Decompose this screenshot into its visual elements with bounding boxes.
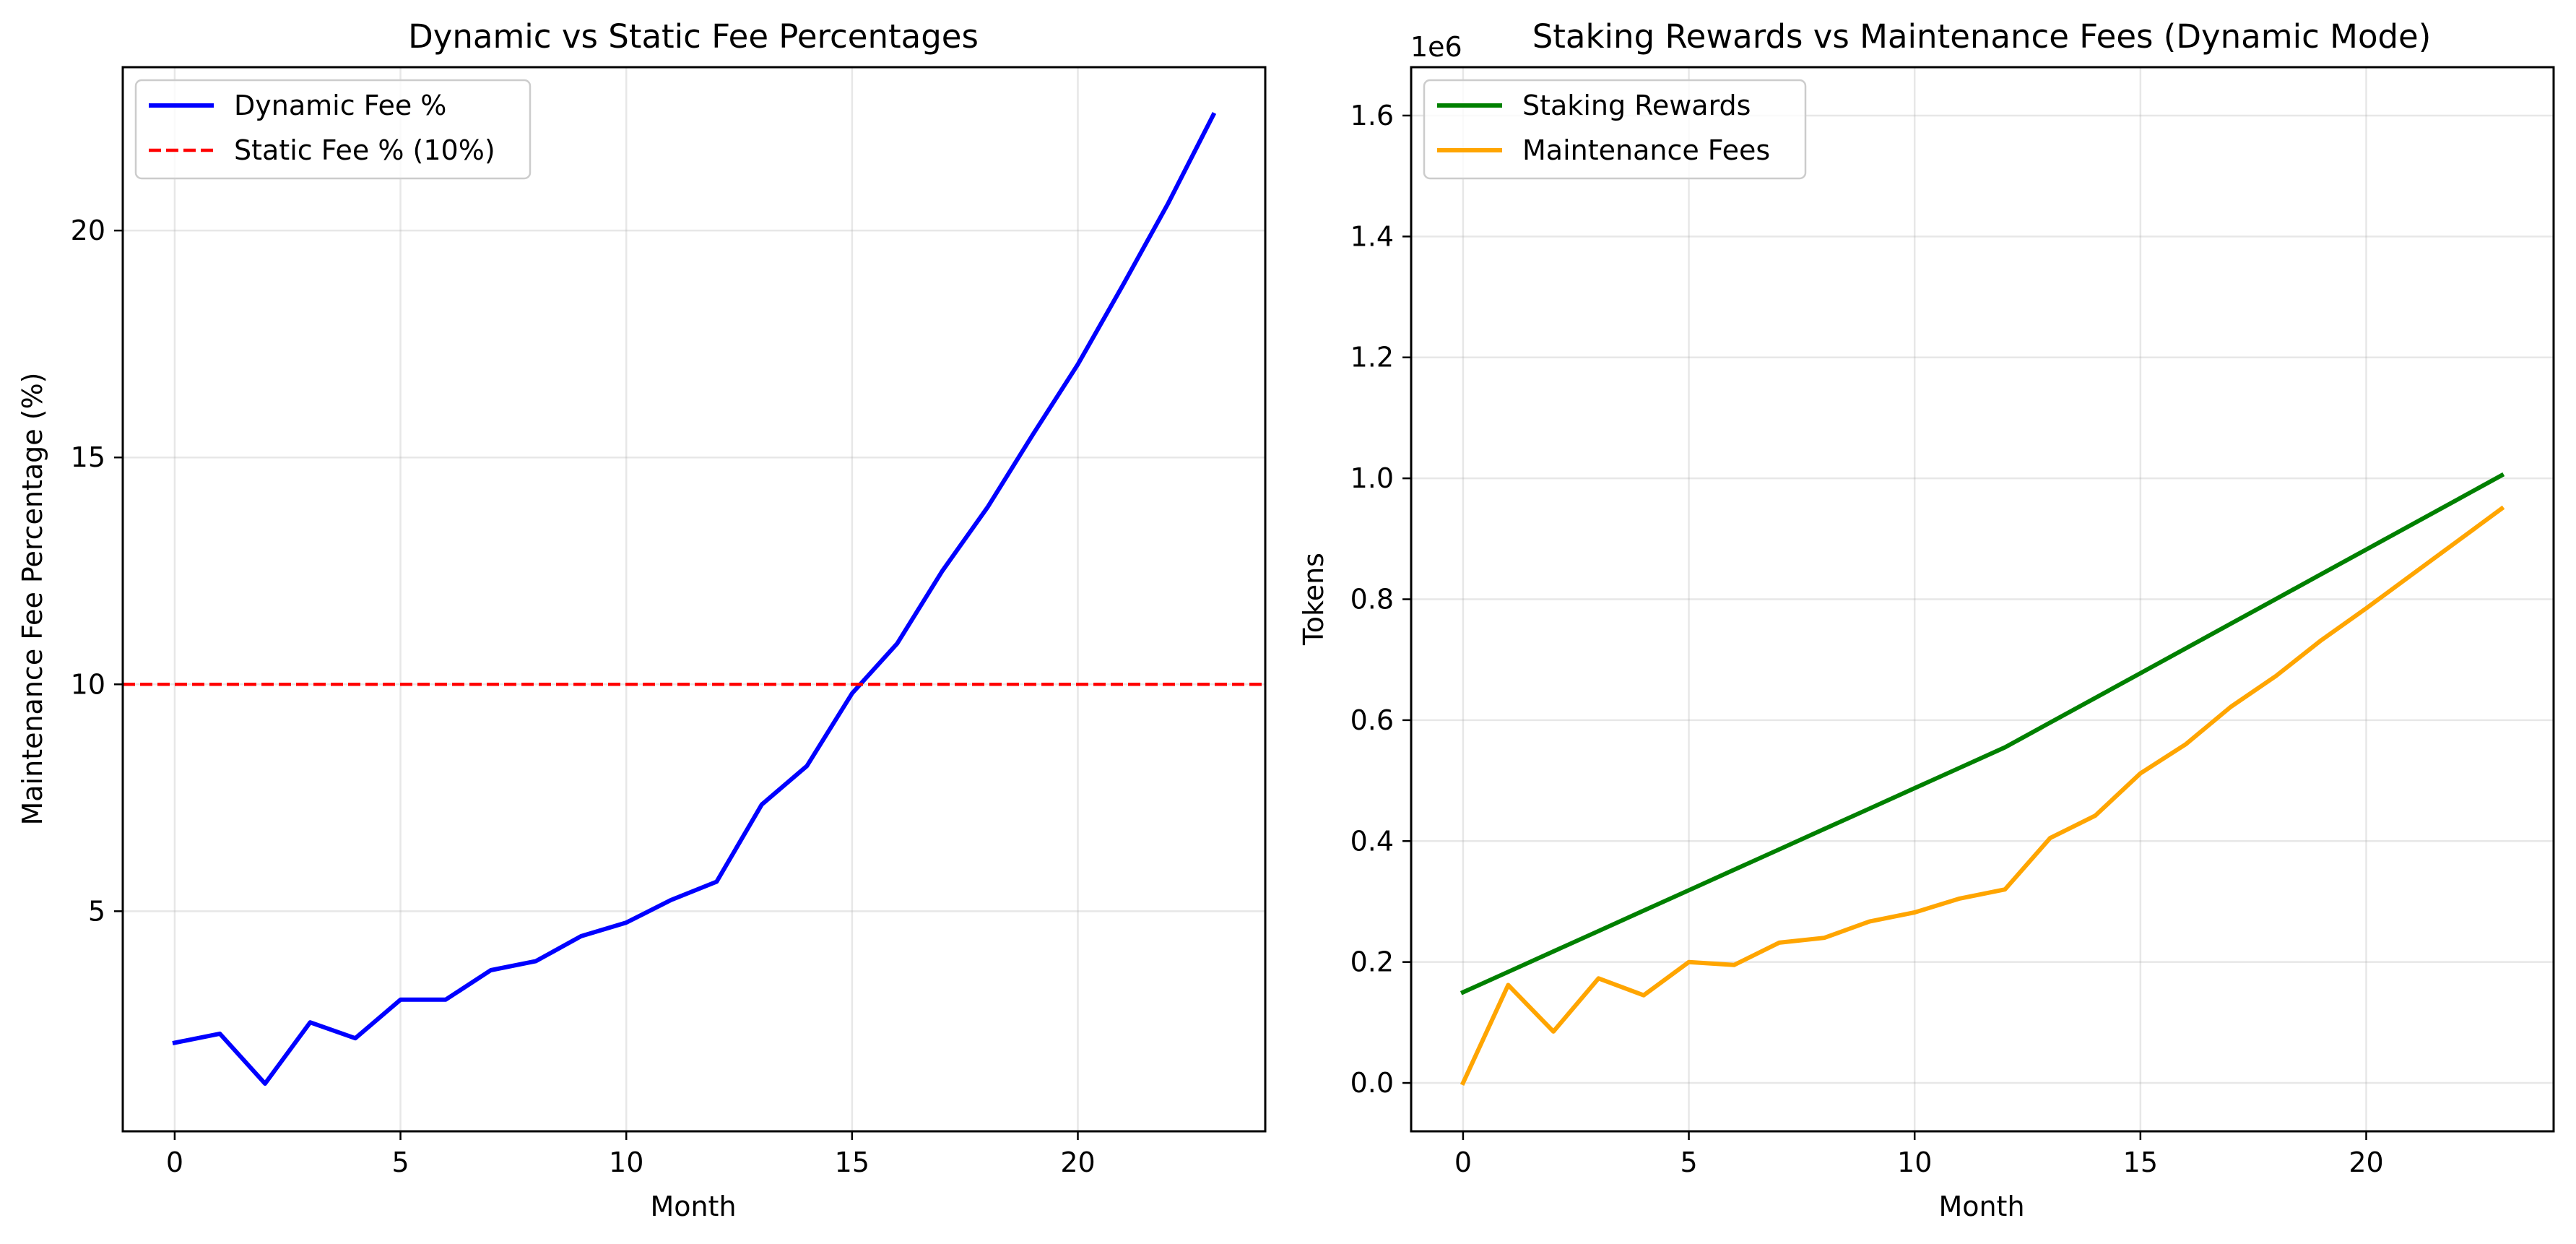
right-series-maintenance-fees-line xyxy=(1460,505,2505,1086)
right-y-tick-label: 0.8 xyxy=(1350,584,1394,615)
left-x-tick-label: 10 xyxy=(609,1146,643,1178)
left-plot-frame xyxy=(121,66,1267,1133)
left-x-tick-label: 15 xyxy=(835,1146,869,1178)
right-y-axis-label: Tokens xyxy=(1298,553,1330,646)
right-legend-box xyxy=(1423,79,1807,180)
right-y-tick-label: 0.6 xyxy=(1350,704,1394,736)
right-legend-label-maintenance: Maintenance Fees xyxy=(1522,134,1770,166)
right-legend: Staking Rewards Maintenance Fees xyxy=(1423,79,1807,180)
left-x-tick-label: 0 xyxy=(166,1146,183,1178)
right-legend-label-staking: Staking Rewards xyxy=(1522,90,1751,121)
right-x-tick-label: 5 xyxy=(1680,1146,1697,1178)
left-y-tick-label: 5 xyxy=(88,895,105,927)
right-y-tick-label: 0.2 xyxy=(1350,946,1394,978)
left-x-tick-label: 5 xyxy=(391,1146,409,1178)
left-y-axis-label: Maintenance Fee Percentage (%) xyxy=(17,372,48,825)
left-legend: Dynamic Fee % Static Fee % (10%) xyxy=(134,79,532,180)
left-chart-title: Dynamic vs Static Fee Percentages xyxy=(408,17,979,56)
right-x-tick-label: 20 xyxy=(2349,1146,2383,1178)
left-y-tick-label: 10 xyxy=(71,668,105,700)
right-y-tick-label: 1.2 xyxy=(1350,342,1394,373)
right-y-tick-label: 1.6 xyxy=(1350,100,1394,131)
right-chart-title: Staking Rewards vs Maintenance Fees (Dyn… xyxy=(1532,17,2432,56)
right-x-tick-label: 10 xyxy=(1897,1146,1932,1178)
left-x-axis-label: Month xyxy=(650,1191,736,1222)
left-y-tick-label: 20 xyxy=(71,215,105,246)
right-y-offset-label: 1e6 xyxy=(1410,31,1462,63)
right-x-tick-label: 0 xyxy=(1454,1146,1472,1178)
left-legend-label-static: Static Fee % (10%) xyxy=(234,134,495,166)
right-axes: Staking Rewards vs Maintenance Fees (Dyn… xyxy=(1298,17,2555,1222)
left-y-tick-label: 15 xyxy=(71,441,105,473)
right-y-tick-label: 1.4 xyxy=(1350,220,1394,252)
left-x-tick-label: 20 xyxy=(1060,1146,1095,1178)
right-series-staking-rewards-line xyxy=(1460,472,2505,995)
right-x-tick-label: 15 xyxy=(2123,1146,2158,1178)
left-series-dynamic-fee-line xyxy=(172,111,1217,1086)
right-x-axis-label: Month xyxy=(1938,1191,2024,1222)
left-legend-box xyxy=(134,79,532,180)
left-axes: Dynamic vs Static Fee Percentages 0 5 10 15… xyxy=(17,17,1267,1222)
right-y-tick-label: 0.4 xyxy=(1350,825,1394,857)
right-y-tick-label: 0.0 xyxy=(1350,1067,1394,1099)
left-legend-label-dynamic: Dynamic Fee % xyxy=(234,90,446,121)
right-y-tick-label: 1.0 xyxy=(1350,462,1394,494)
